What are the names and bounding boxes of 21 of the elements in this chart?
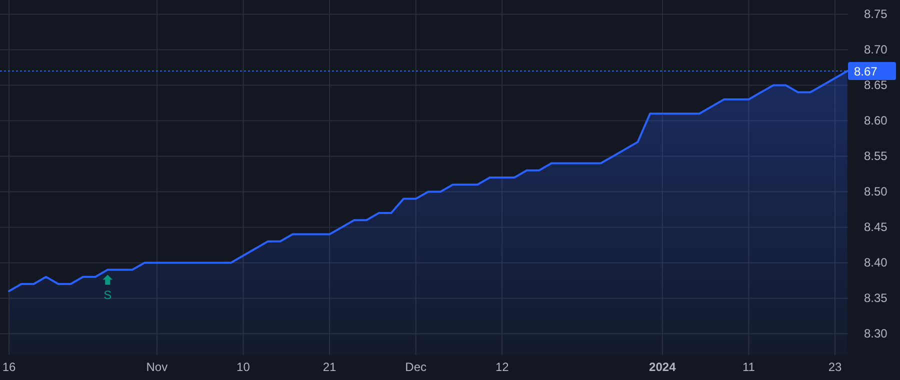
x-tick-label: 12 bbox=[495, 360, 510, 374]
y-tick-label: 8.50 bbox=[864, 184, 888, 199]
y-tick-label: 8.35 bbox=[864, 291, 888, 306]
y-tick-label: 8.75 bbox=[864, 7, 888, 22]
x-tick-label: 21 bbox=[322, 360, 337, 374]
x-tick-label: 10 bbox=[236, 360, 250, 374]
x-tick-label: Nov bbox=[146, 360, 168, 374]
y-tick-label: 8.45 bbox=[864, 220, 888, 234]
x-tick-label: 16 bbox=[2, 360, 16, 374]
y-tick-label: 8.40 bbox=[864, 256, 888, 270]
x-tick-label: 11 bbox=[742, 360, 756, 374]
x-tick-label: Dec bbox=[405, 360, 427, 374]
y-tick-label: 8.70 bbox=[864, 42, 888, 57]
x-tick-label: 2024 bbox=[649, 360, 676, 374]
ref-line-label: 8.67 bbox=[854, 64, 878, 78]
x-tick-label: 23 bbox=[828, 360, 842, 374]
y-tick-label: 8.65 bbox=[864, 78, 888, 92]
annotation: S bbox=[104, 288, 112, 302]
y-tick-label: 8.55 bbox=[864, 149, 888, 164]
y-tick-label: 8.60 bbox=[864, 114, 888, 128]
y-tick-label: 8.30 bbox=[864, 326, 888, 341]
